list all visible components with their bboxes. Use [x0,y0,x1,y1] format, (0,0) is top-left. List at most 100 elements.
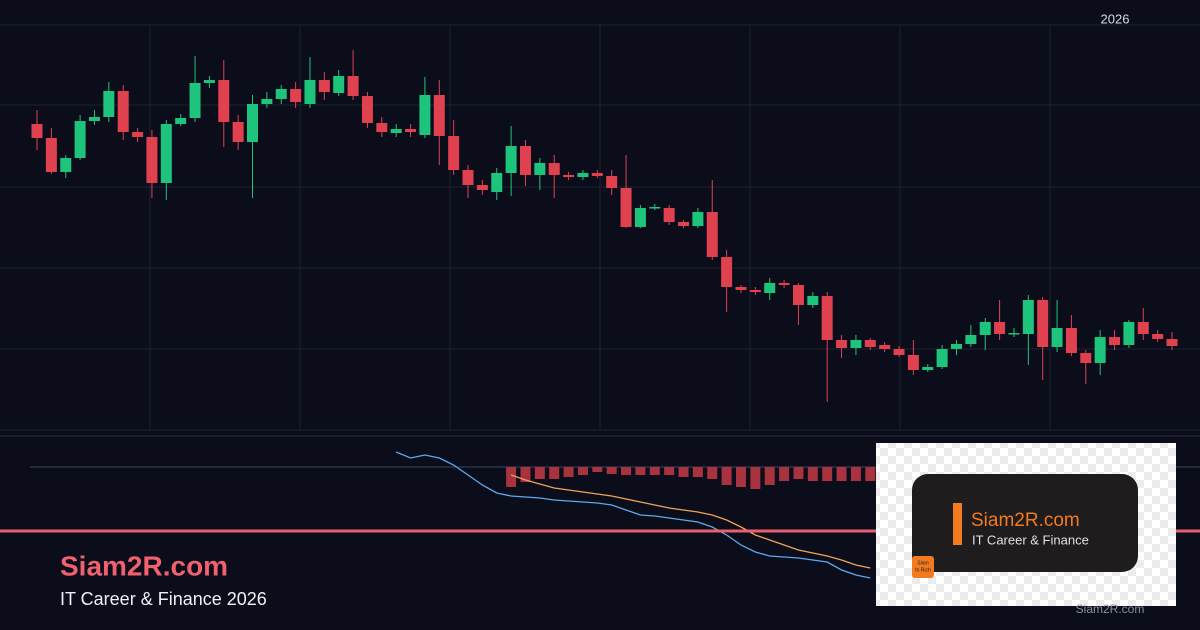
candle-body [476,185,488,190]
histogram-bar [534,467,545,479]
candle-body [448,136,460,170]
candle-body [749,290,761,292]
candle-body [907,355,919,370]
macd-line [395,451,871,579]
candle-body [88,117,100,121]
candle-body [491,173,503,192]
histogram-bar [549,467,560,479]
histogram-bar [836,467,847,481]
watermark: Siam2R.com [1076,602,1145,616]
candle-body [577,173,589,177]
candle-body [721,257,733,287]
candle-body [304,80,316,104]
histogram-bar [635,467,646,475]
candle-body [189,83,201,118]
histogram-bar [649,467,660,475]
brand-title: Siam2R.com [60,550,228,581]
candle-body [1109,337,1121,345]
signal-line [510,474,871,569]
candle-body [893,349,905,355]
candle-body [821,296,833,340]
candle-body [922,367,934,370]
candle-body [649,207,661,209]
candle-body [807,296,819,305]
candle-body [534,163,546,175]
candle-body [203,80,215,83]
candle-body [405,129,417,132]
histogram-bar [822,467,833,481]
logo-title: Siam2R.com [971,510,1080,531]
histogram-bar [865,467,876,481]
candle-body [1065,328,1077,353]
logo-card: Siam2R.com IT Career & Finance Siam to R… [876,443,1176,606]
candle-body [950,344,962,349]
candle-body [706,212,718,257]
candle-body [1094,337,1106,363]
histogram-bar [750,467,761,489]
candle-body [1137,322,1149,334]
histogram-bar [678,467,689,477]
candle-body [864,340,876,347]
brand-subtitle: IT Career & Finance 2026 [60,589,267,609]
candle-body [1008,333,1020,335]
candle-body [462,170,474,185]
candle-body [591,173,603,176]
candle-body [663,208,675,222]
histogram-bar [850,467,861,481]
histogram-bar [793,467,804,479]
candle-body [548,163,560,175]
candle-body [261,99,273,104]
plot [0,24,1200,431]
candle-body [160,124,172,183]
candle-body [333,76,345,93]
logo-subtitle: IT Career & Finance [972,532,1089,547]
histogram-bar [735,467,746,487]
candle-body [764,283,776,293]
candle-body [965,335,977,344]
candle-body [347,76,359,96]
candle-body [519,146,531,175]
candle-body [361,96,373,123]
candle-body [1022,300,1034,334]
candle-body [419,95,431,135]
candle-body [146,137,158,183]
candle-body [1037,300,1049,347]
year-label: 2026 [1101,11,1130,26]
candle-body [620,188,632,227]
candle-body [433,95,445,136]
candle-body [175,118,187,124]
candle-body [735,287,747,290]
candle-body [879,345,891,349]
candle-body [218,80,230,122]
badge-top: Siam [917,560,928,566]
macd-plot [395,451,876,579]
histogram-bar [577,467,588,475]
badge-bottom: to Rich [915,567,931,573]
candle-body [936,349,948,367]
candle-body [634,208,646,227]
histogram-bar [764,467,775,485]
candle-body [850,340,862,348]
candle-body [792,285,804,305]
candle-body [1166,339,1178,346]
logo-bar [953,503,962,545]
candle-body [836,340,848,348]
histogram-bar [779,467,790,481]
candle-body [778,283,790,285]
histogram-bar [592,467,603,472]
candle-body [505,146,517,173]
histogram-bar [563,467,574,477]
histogram-bar [807,467,818,481]
candle-body [290,89,302,102]
candle-body [247,104,259,142]
candle-body [31,124,43,138]
logo-panel [912,474,1138,572]
candle-body [1123,322,1135,345]
candle-body [390,129,402,133]
candle-body [117,91,129,132]
histogram-bar [707,467,718,479]
logo-badge [912,556,934,578]
histogram-bar [520,467,531,482]
candle-body [692,212,704,226]
